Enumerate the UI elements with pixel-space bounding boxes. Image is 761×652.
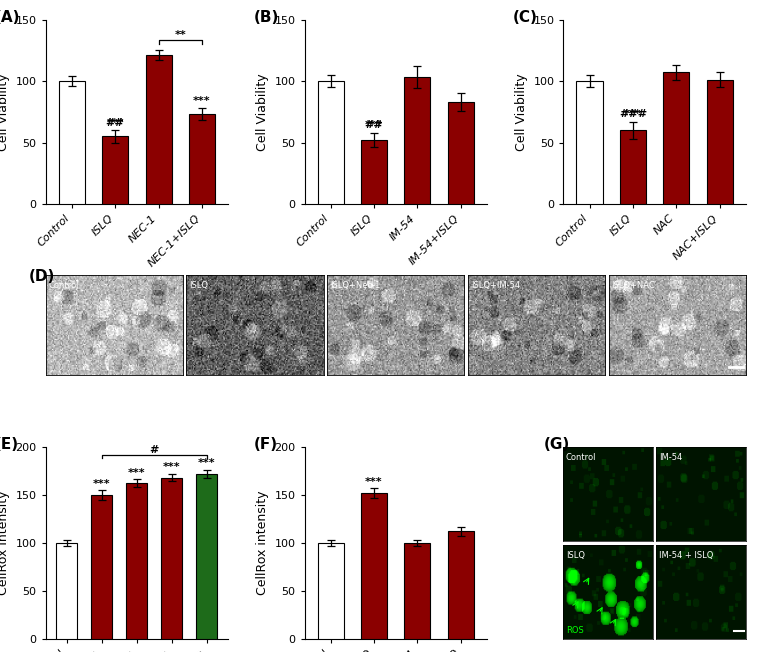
Bar (317, 543, 344, 639)
Text: (A): (A) (0, 10, 20, 25)
Y-axis label: Cell Viability: Cell Viability (256, 73, 269, 151)
Text: (C): (C) (512, 10, 537, 25)
Y-axis label: CellRox intensity: CellRox intensity (0, 491, 10, 595)
Y-axis label: CellRox intensity: CellRox intensity (256, 491, 269, 595)
Text: (E): (E) (0, 437, 19, 452)
Text: ISLQ+NAC: ISLQ+NAC (611, 281, 655, 290)
Text: IM-54: IM-54 (658, 453, 682, 462)
Bar (620, 130, 646, 204)
Text: ***: *** (624, 100, 642, 119)
Text: ###: ### (619, 109, 647, 119)
Bar (161, 477, 183, 639)
Text: (B): (B) (253, 10, 279, 25)
Bar (404, 78, 431, 204)
Text: ##: ## (365, 120, 384, 130)
Bar (317, 81, 344, 204)
Text: ***: *** (93, 479, 110, 488)
Bar (189, 114, 215, 204)
Bar (102, 136, 128, 204)
Bar (361, 140, 387, 204)
Y-axis label: Cell Viability: Cell Viability (515, 73, 528, 151)
Text: ISLQ+IM-54: ISLQ+IM-54 (470, 281, 520, 290)
Text: Control: Control (49, 281, 79, 290)
Bar (707, 80, 733, 204)
Y-axis label: Cell Viability: Cell Viability (0, 73, 10, 151)
Bar (126, 483, 148, 639)
Text: ISLQ: ISLQ (189, 281, 209, 290)
Text: IM-54 + ISLQ: IM-54 + ISLQ (658, 551, 713, 560)
Text: ***: *** (365, 111, 383, 130)
Text: ISLQ: ISLQ (565, 551, 584, 560)
Text: Control: Control (565, 453, 596, 462)
Text: ***: *** (365, 477, 383, 486)
Text: (F): (F) (253, 437, 278, 452)
Bar (577, 81, 603, 204)
Bar (59, 81, 84, 204)
Text: ***: *** (198, 458, 216, 468)
Text: #: # (150, 445, 159, 455)
Text: ##: ## (106, 118, 125, 128)
Text: ROS: ROS (565, 626, 584, 635)
Text: ISLQ+Nec-1: ISLQ+Nec-1 (330, 281, 380, 290)
Text: (G): (G) (544, 437, 570, 452)
Text: ***: *** (193, 96, 211, 106)
Text: ***: *** (107, 109, 124, 128)
Bar (447, 102, 474, 204)
Bar (196, 474, 218, 639)
Bar (56, 543, 77, 639)
Text: (D): (D) (29, 269, 56, 284)
Text: ***: *** (128, 468, 145, 478)
Bar (404, 543, 431, 639)
Bar (664, 72, 689, 204)
Bar (91, 495, 113, 639)
Bar (447, 531, 474, 639)
Bar (145, 55, 171, 204)
Text: ***: *** (163, 462, 180, 472)
Text: **: ** (174, 30, 186, 40)
Bar (361, 493, 387, 639)
